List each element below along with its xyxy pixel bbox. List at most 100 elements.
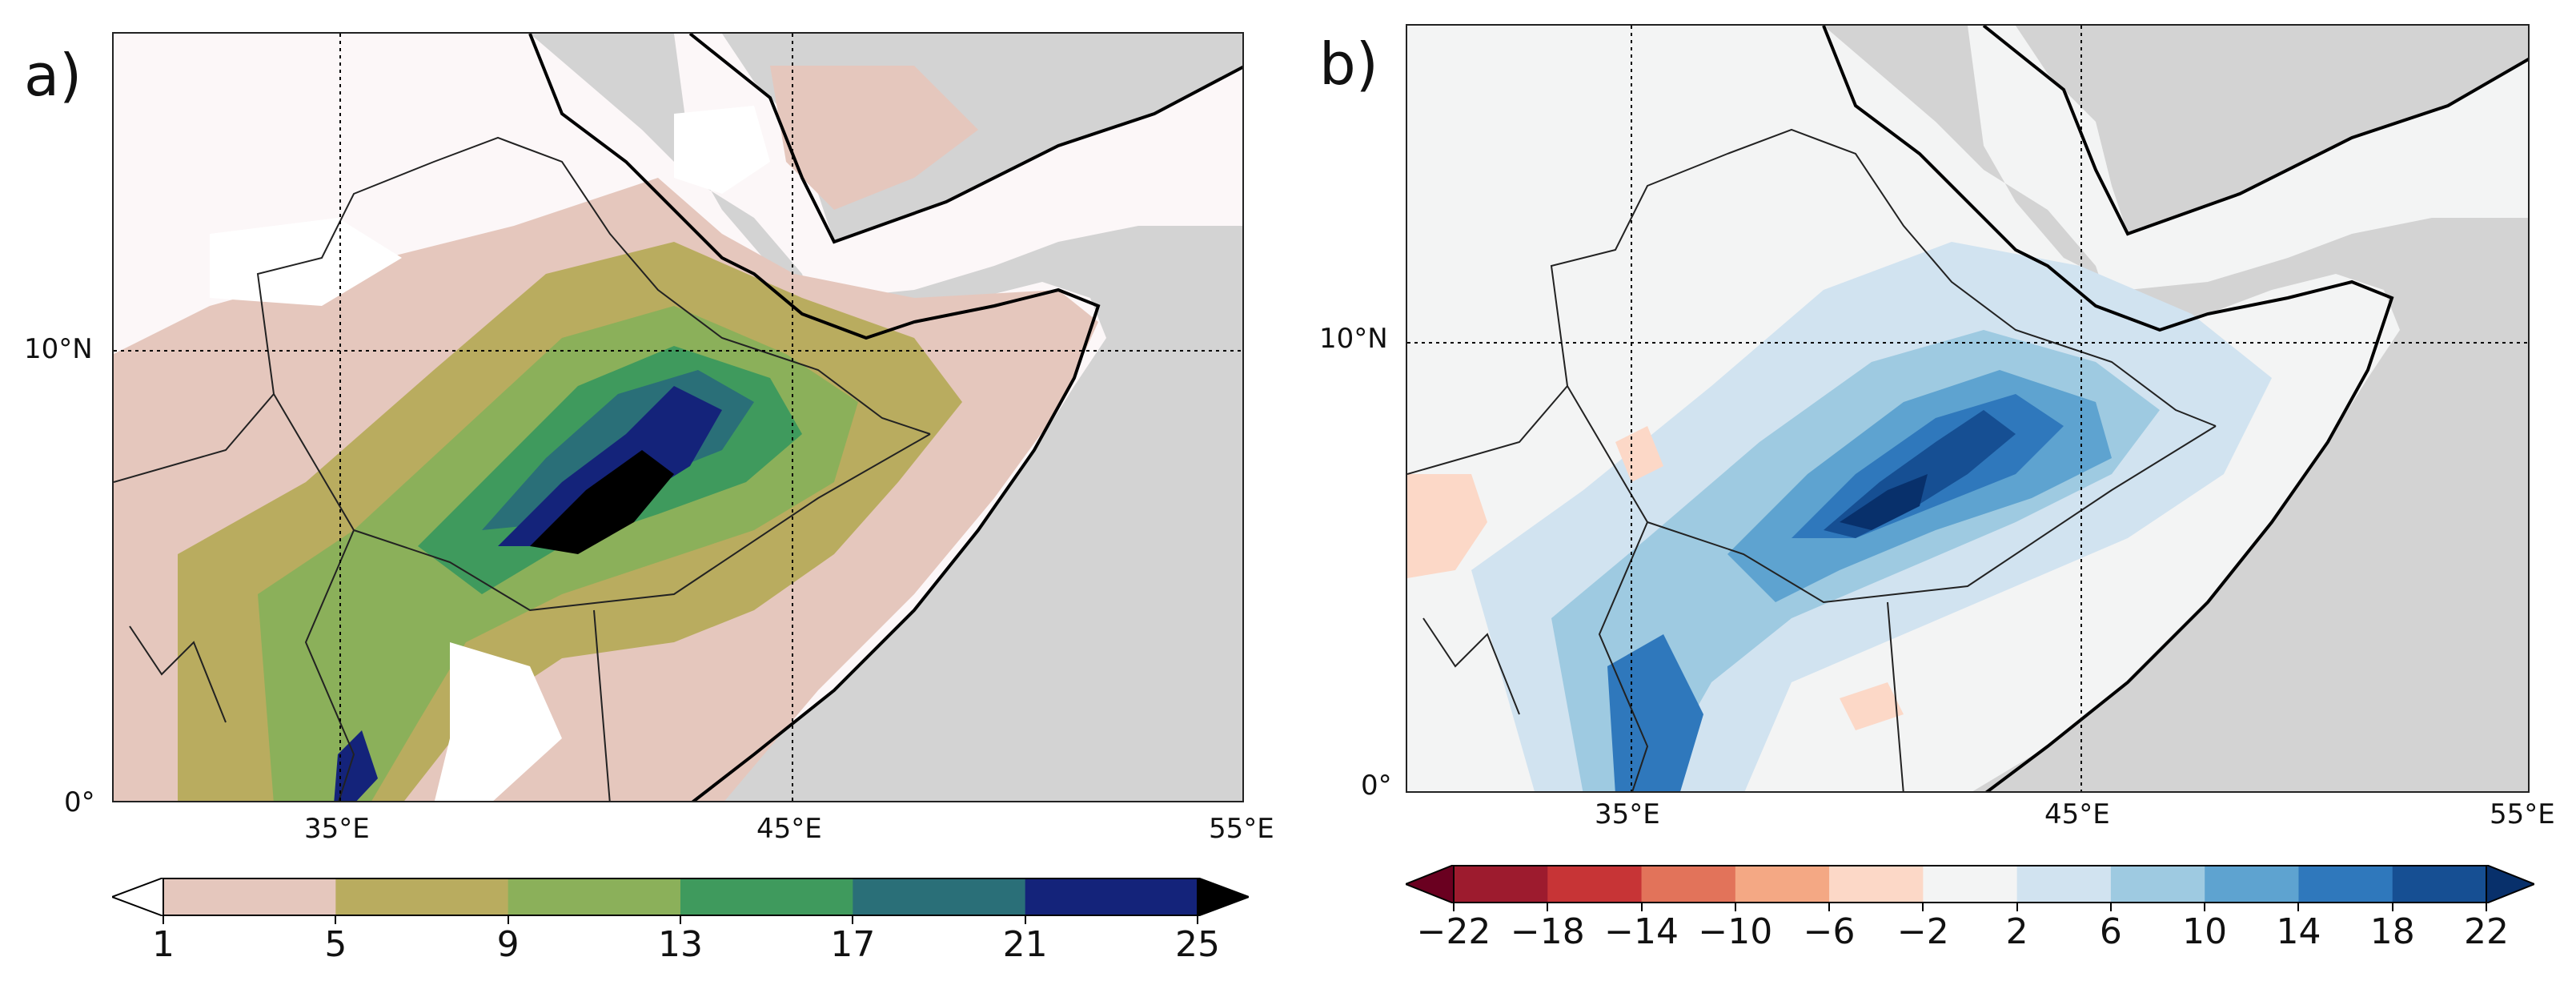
panel-b-colorbar-bin-9: [2298, 865, 2393, 903]
panel-a-arabia-coast: [688, 34, 1242, 244]
panel-b-colorbar-bin-7: [2110, 865, 2205, 903]
panel-a-white-patch-3: [674, 106, 770, 194]
panel-b-colorbar-outline: [1453, 865, 2487, 903]
panel-a-map: [112, 32, 1244, 802]
panel-b-borders: [1407, 128, 2217, 791]
panel-b-colorbar-tick-label: 2: [2005, 911, 2028, 952]
panel-a-colorbar-tickmark: [507, 916, 509, 924]
panel-b-colorbar-tick-label: −6: [1803, 911, 1856, 952]
panel-b-colorbar-bin-6: [2016, 865, 2112, 903]
panel-a-colorbar-tick-label: 9: [496, 924, 520, 965]
panel-b-pink-1: [1615, 426, 1663, 482]
panel-b-pink-2: [1840, 682, 1904, 730]
panel-b-lon-tick-55e: 55°E: [2490, 798, 2555, 830]
panel-a-colorbar-tick-label: 21: [1002, 924, 1048, 965]
panel-b-south-blue: [1607, 634, 1703, 791]
panel-b-pink-west: [1407, 474, 1487, 578]
panel-b-lat-tick-10n: 10°N: [1319, 323, 1388, 355]
panel-b-darkest-core: [1840, 474, 1928, 530]
panel-a-navy-field: [498, 386, 722, 546]
panel-b-colorbar-bin-8: [2205, 865, 2299, 903]
panel-b-arabia-coast: [1982, 26, 2528, 236]
panel-a-colorbar-bin-0: [163, 878, 336, 916]
panel-b-colorbar-tickmark: [2297, 903, 2300, 911]
panel-b-colorbar-tick-label: 18: [2369, 911, 2415, 952]
panel-a-lat-tick-10n: 10°N: [24, 333, 93, 365]
panel-b-colorbar-tickmark: [2109, 903, 2112, 911]
panel-b-map: [1406, 24, 2530, 793]
panel-b-arabia-gray: [1984, 26, 2528, 234]
panel-a-colorbar-tickmark: [1024, 916, 1026, 924]
panel-b-colorbar-tick-label: 10: [2182, 911, 2228, 952]
panel-a-lon-tick-55e: 55°E: [1209, 813, 1274, 845]
panel-b-coastline: [1822, 26, 2394, 791]
panel-b-gridlines: [1407, 26, 2528, 791]
panel-a-lat-tick-0: 0°: [64, 786, 95, 818]
panel-a-colorbar-bin-3: [680, 878, 853, 916]
panel-b-colorbar-over-extension: [2486, 865, 2534, 903]
panel-b-colorbar-bin-10: [2392, 865, 2487, 903]
panel-b-colorbar-bin-3: [1735, 865, 1830, 903]
panel-b-colorbar-tickmark: [1734, 903, 1736, 911]
panel-a-colorbar-tickmark: [852, 916, 854, 924]
panel-a-sea-gray: [530, 34, 1242, 801]
panel-b-colorbar-tick-label: −22: [1416, 911, 1491, 952]
panel-b-colorbar: [1406, 865, 2534, 903]
panel-b-colorbar-bin-5: [1923, 865, 2018, 903]
panel-b-colorbar-under-extension: [1406, 865, 1455, 903]
panel-a-lon-tick-35e: 35°E: [304, 813, 370, 845]
panel-a-colorbar-bin-1: [335, 878, 509, 916]
panel-b-colorbar-tickmark: [1922, 903, 1924, 911]
panel-b-colorbar-tick-label: 22: [2464, 911, 2509, 952]
panel-a-colorbar-tick-label: 1: [152, 924, 175, 965]
panel-b-colorbar-tick-label: −2: [1896, 911, 1949, 952]
panel-b-sea-gray: [1824, 26, 2528, 791]
panel-a-colorbar-bin-4: [853, 878, 1026, 916]
panel-b-colorbar-tickmark: [2391, 903, 2393, 911]
panel-b-colorbar-tickmark: [1547, 903, 1549, 911]
panel-a-colorbar-tick-label: 13: [658, 924, 703, 965]
panel-b-colorbar-tick-label: 14: [2276, 911, 2321, 952]
panel-b-colorbar-bin-0: [1454, 865, 1548, 903]
panel-b-colorbar-bin-2: [1641, 865, 1736, 903]
panel-a-gridlines: [114, 34, 1242, 801]
panel-b-lon-tick-35e: 35°E: [1595, 798, 1660, 830]
panel-a-colorbar-tickmark: [335, 916, 337, 924]
panel-b-map-canvas: [1407, 26, 2528, 791]
panel-a-pink-north: [770, 66, 978, 210]
panel-a-colorbar-tickmark: [680, 916, 681, 924]
panel-b-colorbar-tickmark: [2486, 903, 2487, 911]
panel-a-colorbar-bin-2: [508, 878, 681, 916]
panel-b-colorbar-tick-label: −10: [1698, 911, 1773, 952]
panel-a-colorbar-bin-5: [1025, 878, 1198, 916]
panel-a-colorbar-tick-label: 25: [1175, 924, 1220, 965]
panel-a-borders: [114, 136, 931, 801]
panel-a-lon-tick-45e: 45°E: [756, 813, 822, 845]
panel-a-coastline: [528, 34, 1101, 801]
panel-a-white-patch-2: [434, 642, 562, 801]
panel-b-label: b): [1319, 30, 1378, 98]
panel-b-colorbar-bin-1: [1547, 865, 1643, 903]
panel-b-colorbar-tickmark: [2204, 903, 2206, 911]
panel-a-black-core: [530, 450, 674, 554]
panel-b-colorbar-tickmark: [1640, 903, 1643, 911]
panel-a-colorbar-tickmark: [1197, 916, 1198, 924]
panel-b-colorbar-tickmark: [1828, 903, 1831, 911]
panel-b-colorbar-bin-4: [1829, 865, 1924, 903]
panel-a-colorbar-tickmark: [163, 916, 164, 924]
panel-b-colorbar-tickmark: [2016, 903, 2018, 911]
panel-b-lon-tick-45e: 45°E: [2044, 798, 2110, 830]
panel-a-label: a): [24, 42, 82, 109]
panel-a-colorbar-over-extension: [1197, 878, 1249, 916]
panel-b-colorbar-tick-label: 6: [2099, 911, 2122, 952]
panel-a-colorbar: [112, 878, 1249, 916]
panel-a-colorbar-under-extension: [112, 878, 164, 916]
panel-a-colorbar-outline: [163, 878, 1198, 916]
panel-a-colorbar-tick-label: 17: [830, 924, 876, 965]
panel-b-colorbar-tickmark: [1453, 903, 1455, 911]
panel-a-colorbar-tick-label: 5: [324, 924, 347, 965]
panel-b-colorbar-tick-label: −14: [1604, 911, 1679, 952]
panel-a-map-canvas: [114, 34, 1242, 801]
panel-b-lat-tick-0: 0°: [1361, 770, 1392, 802]
panel-b-colorbar-tick-label: −18: [1510, 911, 1585, 952]
